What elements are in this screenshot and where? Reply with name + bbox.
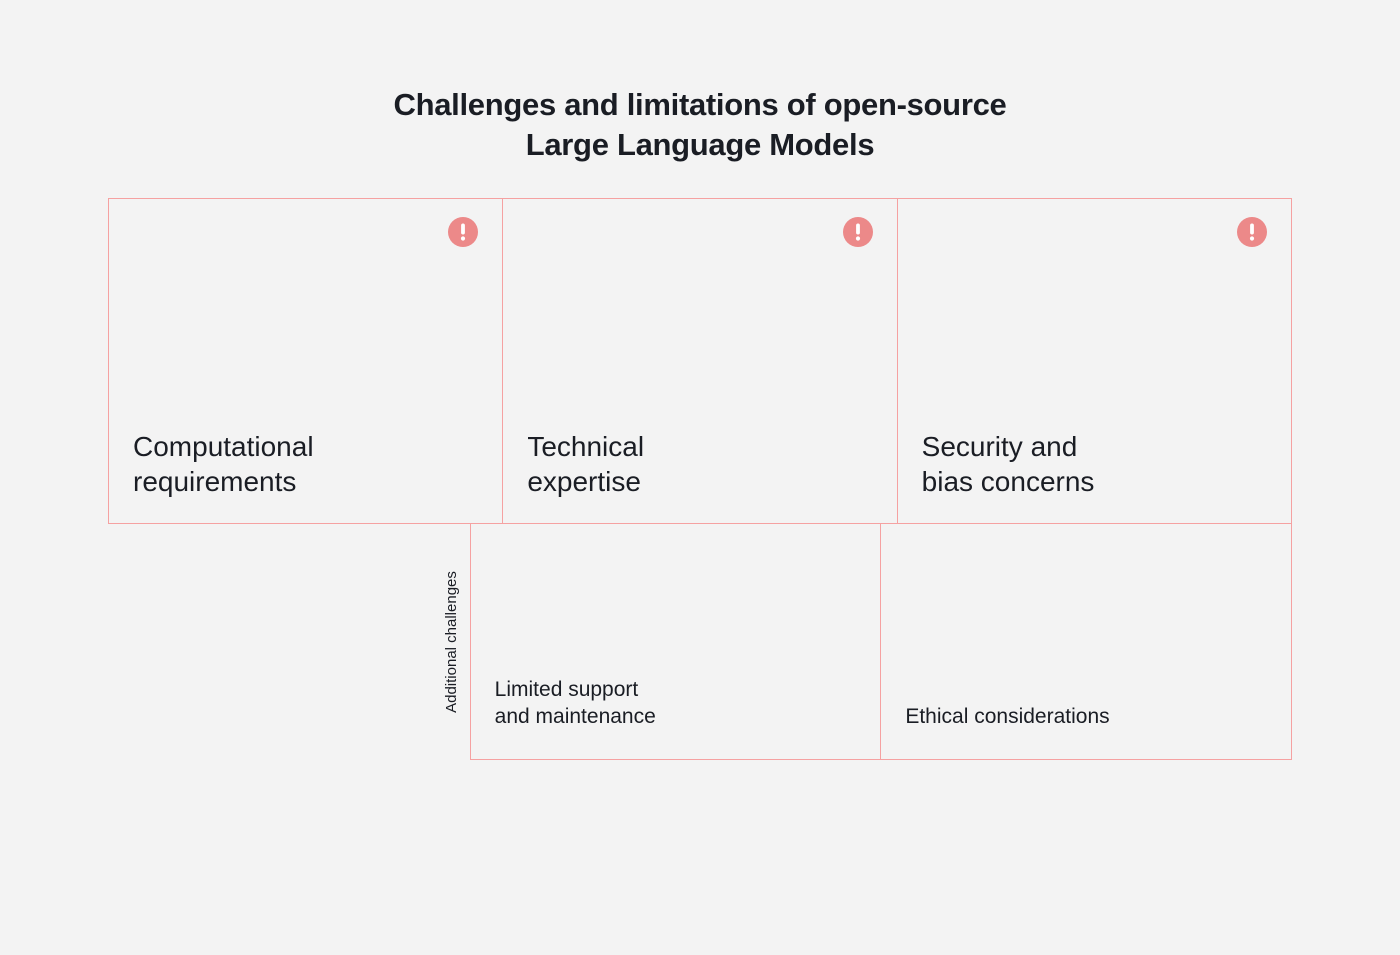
card-label: Ethical considerations <box>905 703 1125 730</box>
vertical-label-spacer: Additional challenges <box>108 524 470 760</box>
alert-icon <box>448 217 478 247</box>
card-label: Security and bias concerns <box>922 429 1192 499</box>
additional-challenges-label: Additional challenges <box>443 571 460 713</box>
title-line-2: Large Language Models <box>526 127 875 162</box>
alert-icon <box>843 217 873 247</box>
diagram-title: Challenges and limitations of open-sourc… <box>108 85 1292 166</box>
title-line-1: Challenges and limitations of open-sourc… <box>394 87 1007 122</box>
additional-cards-row: Additional challenges Limited support an… <box>108 524 1292 760</box>
card-limited-support: Limited support and maintenance <box>470 524 882 760</box>
card-ethical-considerations: Ethical considerations <box>881 524 1292 760</box>
alert-icon <box>1237 217 1267 247</box>
cards-grid: Computational requirements Technical exp… <box>108 198 1292 760</box>
card-technical-expertise: Technical expertise <box>503 198 897 524</box>
card-label: Technical expertise <box>527 429 797 499</box>
card-security-bias: Security and bias concerns <box>898 198 1292 524</box>
main-cards-row: Computational requirements Technical exp… <box>108 198 1292 524</box>
diagram-container: Challenges and limitations of open-sourc… <box>108 85 1292 760</box>
card-computational-requirements: Computational requirements <box>108 198 503 524</box>
card-label: Limited support and maintenance <box>495 676 715 731</box>
card-label: Computational requirements <box>133 429 403 499</box>
